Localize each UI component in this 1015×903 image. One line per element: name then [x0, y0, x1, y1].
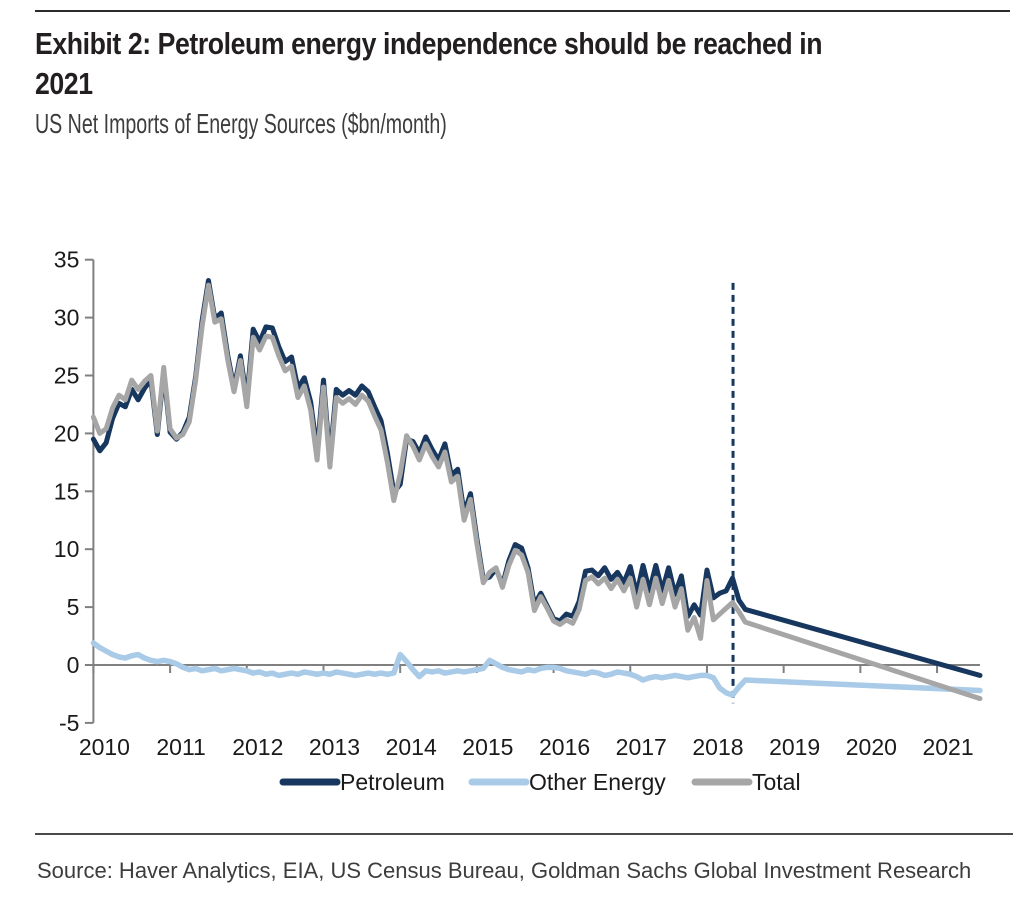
legend-label-petroleum: Petroleum	[340, 769, 445, 795]
footer-divider-rule	[35, 833, 1013, 835]
x-tick-label: 2012	[232, 734, 283, 760]
legend-label-other-energy: Other Energy	[529, 769, 666, 795]
exhibit-title-line1: Exhibit 2: Petroleum energy independence…	[35, 26, 823, 61]
x-tick-label: 2014	[386, 734, 437, 760]
y-tick-label: 20	[54, 420, 80, 446]
x-tick-label: 2010	[79, 734, 130, 760]
x-tick-label: 2011	[156, 734, 205, 760]
x-tick-label: 2019	[769, 734, 820, 760]
y-tick-label: 35	[54, 247, 80, 273]
series-line-total	[90, 282, 983, 702]
x-tick-label: 2015	[462, 734, 513, 760]
y-tick-label: 5	[67, 594, 80, 620]
y-tick-label: 10	[54, 536, 80, 562]
exhibit-title-line2: 2021	[35, 66, 93, 101]
y-tick-label: 0	[67, 652, 80, 678]
x-tick-label: 2016	[539, 734, 590, 760]
x-tick-label: 2020	[846, 734, 897, 760]
top-divider-rule	[35, 10, 1010, 12]
x-tick-label: 2018	[692, 734, 743, 760]
chart-subtitle: US Net Imports of Energy Sources ($bn/mo…	[35, 108, 447, 139]
legend-label-total: Total	[752, 769, 801, 795]
x-tick-label: 2017	[616, 734, 667, 760]
x-tick-label: 2013	[309, 734, 360, 760]
y-tick-label: -5	[59, 710, 79, 736]
y-tick-label: 15	[54, 478, 80, 504]
y-tick-label: 30	[54, 305, 80, 331]
exhibit-title: Exhibit 2: Petroleum energy independence…	[35, 24, 823, 104]
source-text: Source: Haver Analytics, EIA, US Census …	[37, 858, 972, 883]
series-line-other-energy	[90, 640, 983, 698]
x-tick-label: 2021	[922, 734, 973, 760]
y-tick-label: 25	[54, 363, 80, 389]
